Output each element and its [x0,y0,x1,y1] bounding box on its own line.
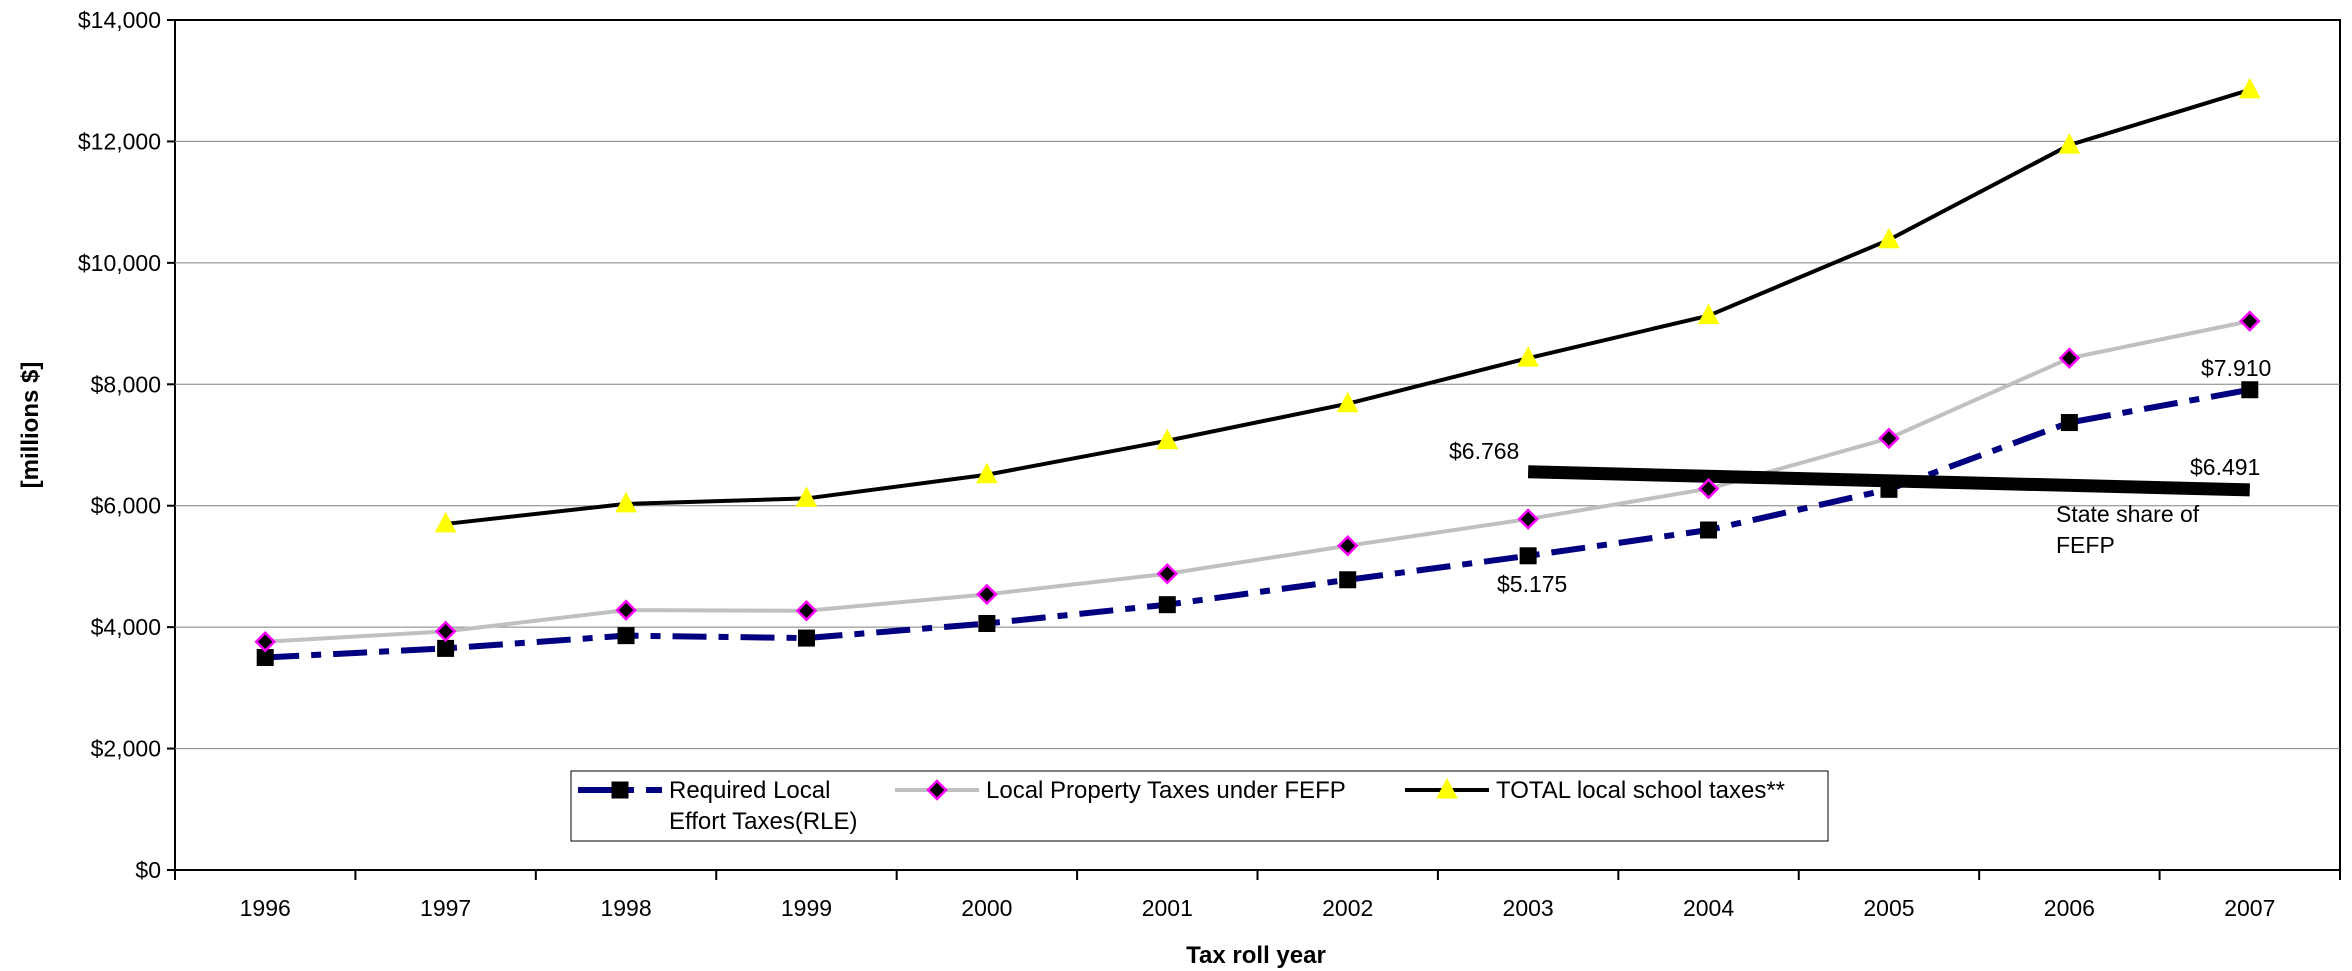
series-2-point [615,491,637,513]
series-1-point [2058,347,2081,369]
legend-label-0: Required Local [669,777,830,804]
legend-marker-1 [926,779,948,801]
x-tick-label: 1998 [600,895,651,921]
series-0-point [1519,547,1537,565]
series-2-point [2058,132,2081,154]
y-tick-label: $10,000 [78,250,161,276]
x-tick-label: 2002 [1322,895,1373,921]
series-1-point [434,620,457,643]
x-axis: 1996 1997 1998 1999 2000 2001 2002 2003 2004 2005… [174,870,2341,921]
data-label: $5.175 [1497,571,1567,597]
series-2-point [1697,303,1720,325]
legend-box [570,770,1829,842]
plot-lines [265,87,2251,661]
x-tick-label: 2006 [2044,895,2095,921]
series-2-point [434,511,457,533]
series-1-point [1156,562,1179,585]
series-2-point [1156,428,1179,450]
legend-marker-0 [611,781,629,799]
y-tick-label: $2,000 [91,736,161,762]
series-0-point [437,639,455,657]
series-1-point [1517,508,1539,530]
x-tick-label: 2000 [961,895,1012,921]
x-tick-label: 2004 [1683,895,1734,921]
y-tick-label: $12,000 [78,128,161,154]
annotations: $6.768 $5.175 $7.910 $6.491 State share of FE… [1449,355,2271,597]
series-2-point [1336,391,1359,413]
series-1-point [2239,310,2261,332]
state-share-line [1527,465,2250,497]
legend-label-1: Local Property Taxes under FEFP [986,777,1346,804]
series-0-point [797,629,815,647]
state-share-label: State share of [2056,501,2200,527]
y-tick-label: $4,000 [91,614,161,640]
state-share-label: FEFP [2056,532,2115,558]
x-tick-label: 1999 [781,895,832,921]
series-1-point [1336,535,1359,557]
series-0-point [1339,571,1357,589]
legend: Required Local Effort Taxes(RLE) Local Pro… [570,770,1829,842]
data-label: $6.491 [2190,454,2260,480]
x-tick-label: 2003 [1503,895,1554,921]
series-0-point [617,627,635,645]
y-tick-label: $0 [135,857,161,883]
data-label: $6.768 [1449,438,1519,464]
series-1-point [254,630,276,653]
series-1-point [1697,477,1720,500]
x-axis-title: Tax roll year [1186,942,1326,969]
x-tick-label: 1997 [420,895,471,921]
series-2-point [1878,227,1900,249]
x-tick-label: 1996 [240,895,291,921]
series-0-point [978,615,996,632]
y-axis: $0 $2,000 $4,000 $6,000 $8,000 $10,000 $12,000… [78,7,175,883]
series-0-point [2060,414,2078,432]
series-0-point [1700,521,1718,539]
series-2-point [976,462,998,484]
series-0-point [1880,480,1898,498]
legend-marker-2 [1436,777,1458,799]
series-1-point [615,599,637,621]
y-axis-title: [millions $] [17,362,44,489]
series-0-point [1158,596,1176,614]
x-tick-label: 2001 [1142,895,1193,921]
legend-label-0: Effort Taxes(RLE) [669,808,858,835]
series-line-1 [265,319,2251,644]
y-tick-label: $6,000 [91,493,161,519]
y-tick-label: $8,000 [91,371,161,397]
legend-label-2: TOTAL local school taxes** [1496,777,1785,804]
series-2-point [1517,346,1539,367]
series-2-point [2238,77,2261,99]
series-1-point [1878,427,1900,450]
series-1-point [976,583,998,606]
series-1-point [795,599,818,622]
x-tick-label: 2005 [1863,895,1914,921]
data-label: $7.910 [2201,355,2271,381]
series-0-point [2241,381,2259,399]
series-2-point [795,486,818,507]
y-tick-label: $14,000 [78,7,161,33]
x-tick-label: 2007 [2224,895,2275,921]
markers [254,77,2261,666]
